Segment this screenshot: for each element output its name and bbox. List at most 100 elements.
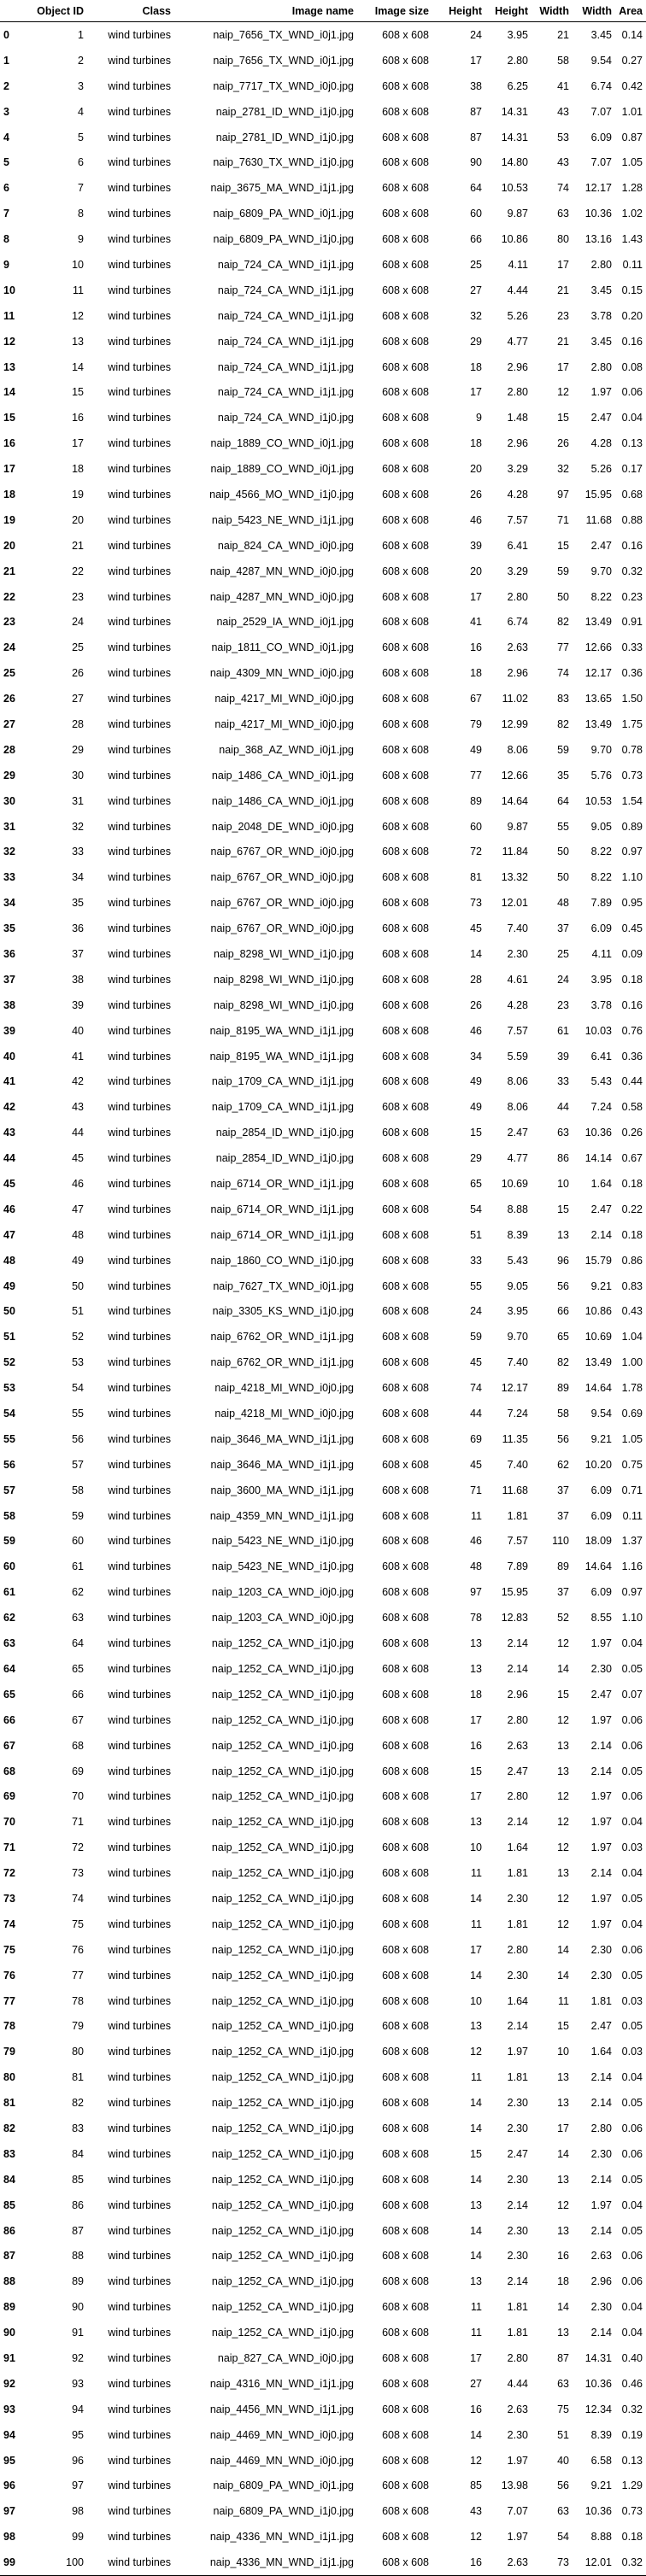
object-id-cell: 3 (78, 79, 84, 92)
height-m-cell: 2.14 (507, 1637, 528, 1650)
header-image-size: Image size (357, 0, 432, 22)
image-name-cell: naip_1252_CA_WND_i1j0.jpg (211, 2275, 354, 2288)
row-index: 42 (3, 1101, 15, 1114)
width-m-cell: 2.80 (590, 2122, 612, 2134)
height-px-cell: 17 (470, 1943, 482, 1956)
table-row: 43 44 wind turbines naip_2854_ID_WND_i1j0.j… (0, 1120, 646, 1145)
image-name-cell: naip_368_AZ_WND_i0j1.jpg (219, 743, 354, 756)
object-id-cell: 45 (72, 1152, 84, 1165)
width-m-cell: 1.81 (590, 1994, 612, 2007)
header-height-px: Height (432, 0, 485, 22)
height-px-cell: 16 (432, 2550, 485, 2576)
image-name-cell: naip_1252_CA_WND_i1j0.jpg (211, 1841, 354, 1854)
area-cell: 1.75 (621, 717, 643, 730)
table-row: 17 18 wind turbines naip_1889_CO_WND_i0j1.j… (0, 456, 646, 482)
width-m-cell: 2.80 (590, 360, 612, 373)
table-row: 70 71 wind turbines naip_1252_CA_WND_i1j0.j… (0, 1809, 646, 1835)
width-px-cell: 86 (557, 1152, 569, 1165)
object-id-cell: 79 (72, 2020, 84, 2033)
image-name-cell: naip_4566_MO_WND_i1j0.jpg (209, 488, 354, 501)
object-id-cell: 59 (72, 1509, 84, 1522)
object-id-cell: 81 (72, 2071, 84, 2084)
class-cell: wind turbines (108, 1765, 171, 1777)
table-row: 23 24 wind turbines naip_2529_IA_WND_i0j1.j… (0, 609, 646, 635)
height-px-cell: 55 (470, 1279, 482, 1292)
height-m-cell: 11.68 (502, 1484, 528, 1496)
height-px-cell: 51 (470, 1228, 482, 1241)
image-name-cell: naip_4456_MN_WND_i1j1.jpg (209, 2403, 354, 2415)
width-m-cell: 14.14 (584, 1152, 612, 1165)
image-size-cell: 608 x 608 (382, 820, 429, 833)
class-cell: wind turbines (108, 2250, 171, 2263)
height-px-cell: 29 (470, 335, 482, 348)
table-row: 4 5 wind turbines naip_2781_ID_WND_i1j0.jpg… (0, 125, 646, 150)
image-size-cell: 608 x 608 (382, 1432, 429, 1445)
object-id-cell: 10 (72, 258, 84, 271)
width-m-cell: 2.30 (590, 1662, 612, 1675)
class-cell: wind turbines (108, 1892, 171, 1905)
area-cell: 0.06 (621, 2147, 643, 2160)
height-px-cell: 14 (470, 1969, 482, 1982)
image-size-cell: 608 x 608 (382, 233, 429, 246)
class-cell: wind turbines (108, 1943, 171, 1956)
object-id-cell: 7 (78, 182, 84, 195)
area-cell: 0.06 (621, 2122, 643, 2134)
class-cell: wind turbines (108, 2097, 171, 2110)
table-row: 13 14 wind turbines naip_724_CA_WND_i1j1.jp… (0, 354, 646, 380)
height-px-cell: 17 (470, 386, 482, 399)
width-px-cell: 21 (557, 284, 569, 296)
image-name-cell: naip_1252_CA_WND_i1j0.jpg (211, 1790, 354, 1803)
table-row: 90 91 wind turbines naip_1252_CA_WND_i1j0.j… (0, 2320, 646, 2345)
table-row: 68 69 wind turbines naip_1252_CA_WND_i1j0.j… (0, 1759, 646, 1784)
width-m-cell: 9.54 (590, 54, 612, 67)
area-cell: 1.37 (621, 1535, 643, 1548)
row-index: 79 (3, 2046, 15, 2058)
area-cell: 0.07 (621, 1688, 643, 1701)
area-cell: 0.11 (622, 1509, 643, 1522)
width-m-cell: 9.70 (590, 743, 612, 756)
class-cell: wind turbines (108, 105, 171, 118)
area-cell: 0.22 (621, 1203, 643, 1215)
class-cell: wind turbines (108, 846, 171, 858)
height-m-cell: 2.63 (507, 2403, 528, 2415)
width-m-cell: 13.49 (584, 616, 612, 629)
image-name-cell: naip_4336_MN_WND_i1j1.jpg (209, 2531, 354, 2544)
width-px-cell: 33 (557, 1075, 569, 1088)
table-row: 69 70 wind turbines naip_1252_CA_WND_i1j0.j… (0, 1783, 646, 1809)
width-px-cell: 77 (557, 641, 569, 654)
width-m-cell: 15.79 (584, 1254, 612, 1267)
object-id-cell: 94 (72, 2403, 84, 2415)
width-px-cell: 56 (557, 1432, 569, 1445)
class-cell: wind turbines (108, 1484, 171, 1496)
table-row: 60 61 wind turbines naip_5423_NE_WND_i1j0.j… (0, 1554, 646, 1579)
image-name-cell: naip_2854_ID_WND_i1j0.jpg (215, 1152, 354, 1165)
width-px-cell: 97 (557, 488, 569, 501)
width-px-cell: 13 (557, 1765, 569, 1777)
class-cell: wind turbines (108, 2454, 171, 2467)
width-px-cell: 62 (557, 1458, 569, 1471)
image-size-cell: 608 x 608 (382, 2351, 429, 2364)
image-size-cell: 608 x 608 (382, 2046, 429, 2058)
class-cell: wind turbines (108, 182, 171, 195)
height-px-cell: 26 (470, 488, 482, 501)
class-cell: wind turbines (108, 1994, 171, 2007)
height-px-cell: 33 (470, 1254, 482, 1267)
height-m-cell: 12.83 (501, 1612, 528, 1625)
area-cell: 0.27 (621, 54, 643, 67)
area-cell: 0.06 (621, 1713, 643, 1726)
area-cell: 0.43 (621, 1305, 643, 1318)
area-cell: 0.78 (621, 743, 643, 756)
width-px-cell: 40 (557, 2454, 569, 2467)
area-cell: 0.03 (621, 1841, 643, 1854)
width-px-cell: 12 (557, 1713, 569, 1726)
area-cell: 0.11 (622, 258, 643, 271)
object-id-cell: 49 (72, 1254, 84, 1267)
row-index: 98 (3, 2531, 15, 2544)
table-row: 24 25 wind turbines naip_1811_CO_WND_i0j1.j… (0, 635, 646, 660)
width-px-cell: 17 (557, 360, 569, 373)
table-row: 96 97 wind turbines naip_6809_PA_WND_i0j1.j… (0, 2474, 646, 2499)
row-index: 17 (3, 463, 15, 476)
width-m-cell: 6.09 (590, 922, 612, 935)
width-px-cell: 73 (531, 2550, 573, 2576)
